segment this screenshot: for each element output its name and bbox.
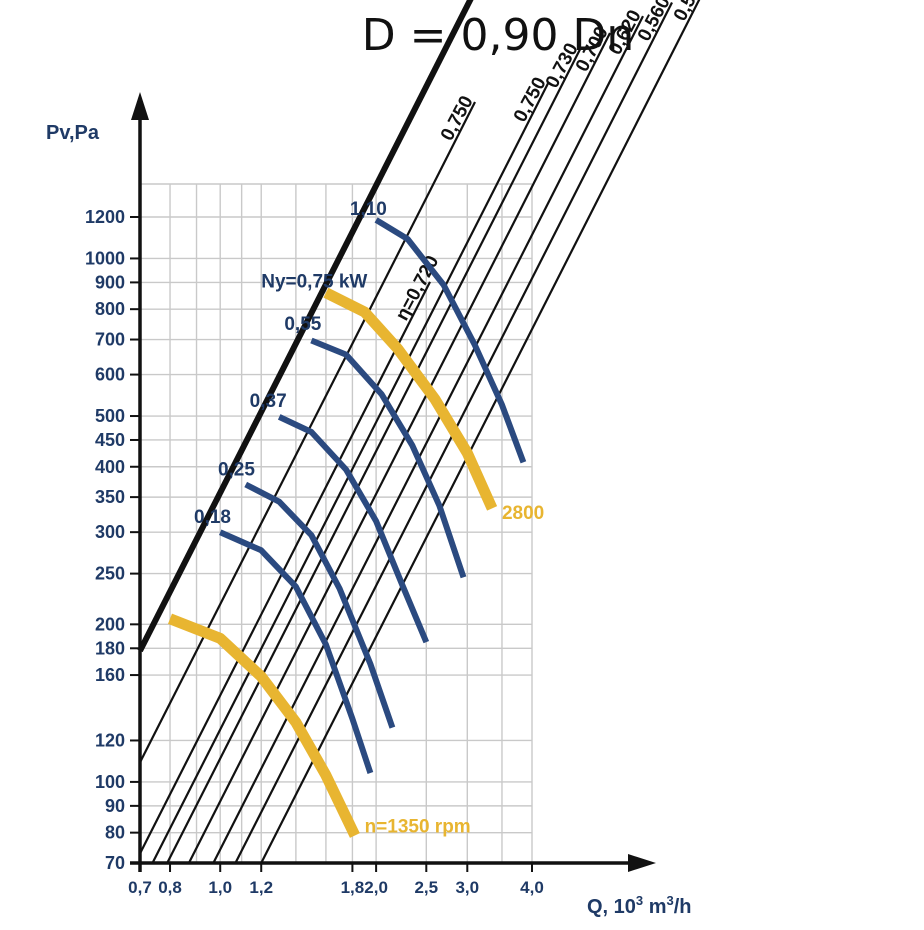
y-tick-label: 90 [105, 796, 125, 816]
power-speed-curves [167, 217, 527, 838]
efficiency-label: 0,750 [437, 93, 478, 145]
y-tick-label: 180 [95, 638, 125, 658]
power-label: Ny=0,75 kW [261, 272, 367, 293]
x-tick-label: 3,0 [455, 878, 479, 897]
axes: 1200 1000 900 800 700 600 500 450 400 350 300 250 20… [85, 92, 656, 897]
power-label: 0,55 [284, 314, 321, 335]
speed-curve [167, 613, 360, 838]
x-tick-label: 0,7 [128, 878, 152, 897]
speed-label: n=1350 rpm [365, 817, 471, 838]
y-tick-label: 600 [95, 365, 125, 385]
y-tick-label: 70 [105, 853, 125, 873]
power-label: 0,37 [250, 391, 287, 412]
speed-label: 2800 [502, 503, 544, 524]
y-tick-label: 350 [95, 487, 125, 507]
efficiency-line [137, 0, 474, 653]
x-tick-label: 2,0 [364, 878, 388, 897]
y-tick-label: 200 [95, 614, 125, 634]
chart-title: D = 0,90 Dn [362, 10, 634, 61]
power-curve [310, 337, 467, 579]
y-tick-label: 300 [95, 522, 125, 542]
x-tick-label: 1,8 [341, 878, 365, 897]
y-tick-label: 900 [95, 272, 125, 292]
efficiency-label: η=0,720 [392, 252, 444, 324]
annotations: 1,10 Ny=0,75 kW 0,55 0,37 0,25 0,18 2800 n=1350… [194, 199, 544, 838]
x-tick-label: 2,5 [414, 878, 438, 897]
y-tick-label: 450 [95, 430, 125, 450]
y-tick-label: 700 [95, 330, 125, 350]
y-tick-label: 500 [95, 406, 125, 426]
power-label: 0,18 [194, 507, 231, 528]
power-label: 0,25 [218, 459, 255, 480]
x-axis-label: Q, 103 m3/h [587, 893, 692, 918]
x-axis-arrow [628, 854, 656, 872]
power-curve [277, 414, 430, 644]
y-tick-label: 1000 [85, 248, 125, 268]
power-curve [374, 217, 527, 464]
efficiency-label: 0,560 [634, 0, 675, 45]
efficiency-lines: η=0,7200,7500,7700,7500,7300,7000,6200,5… [137, 0, 711, 864]
y-tick-label: 400 [95, 457, 125, 477]
y-tick-label: 1200 [85, 207, 125, 227]
x-tick-label: 1,0 [208, 878, 232, 897]
y-tick-label: 80 [105, 823, 125, 843]
efficiency-line [139, 281, 431, 854]
power-label: 1,10 [350, 199, 387, 220]
efficiency-line [187, 32, 611, 864]
speed-curve [323, 287, 498, 511]
efficiency-label: 0,500 [670, 0, 711, 25]
y-axis-arrow [131, 92, 149, 120]
x-tick-label: 0,8 [158, 878, 182, 897]
y-tick-label: 250 [95, 564, 125, 584]
efficiency-line [212, 15, 644, 864]
x-tick-label: 1,2 [249, 878, 273, 897]
power-curve [244, 481, 396, 729]
efficiency-line [260, 0, 701, 864]
x-tick-label: 4,0 [520, 878, 544, 897]
y-tick-label: 100 [95, 772, 125, 792]
y-tick-label: 160 [95, 665, 125, 685]
y-axis-label: Pv,Pa [46, 122, 100, 144]
efficiency-line [166, 48, 581, 864]
y-tick-label: 800 [95, 299, 125, 319]
power-curve [218, 529, 374, 774]
y-tick-label: 120 [95, 730, 125, 750]
